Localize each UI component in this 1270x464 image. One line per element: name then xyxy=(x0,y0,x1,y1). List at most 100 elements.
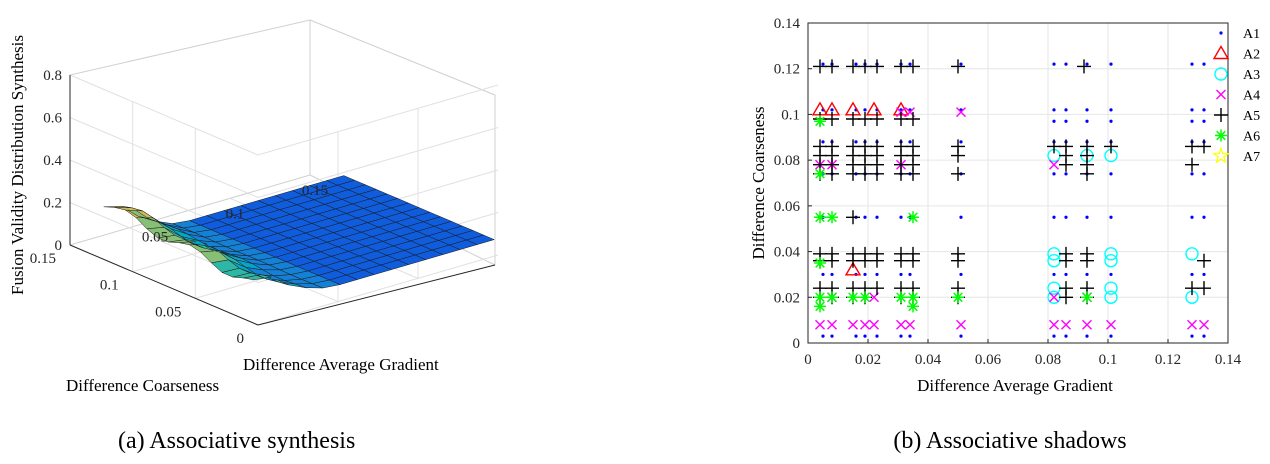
point-a5 xyxy=(1059,157,1073,172)
point-a4 xyxy=(1049,292,1059,303)
point-a4 xyxy=(1061,319,1071,330)
x-tick-label-3d: 0.05 xyxy=(142,230,168,246)
point-a4 xyxy=(905,319,915,330)
x-tick-label: 0 xyxy=(804,352,812,368)
point-a1 xyxy=(821,62,825,66)
point-a6 xyxy=(814,167,826,180)
point-a5 xyxy=(825,59,839,74)
point-a6 xyxy=(814,257,826,269)
point-a1 xyxy=(875,334,879,338)
legend: A1 A2 A3 A4 A5 A6 A7 xyxy=(1212,27,1260,165)
point-a1 xyxy=(959,140,963,144)
point-a5 xyxy=(1077,59,1091,74)
point-a1 xyxy=(1052,108,1056,112)
point-a5 xyxy=(825,166,839,181)
point-a5 xyxy=(825,112,839,126)
point-a4 xyxy=(1082,319,1092,330)
legend-label-a2: A2 xyxy=(1243,48,1260,63)
point-a1 xyxy=(1190,215,1194,219)
point-a1 xyxy=(899,272,903,277)
point-a1 xyxy=(908,334,912,338)
x-tick-label-3d: 0.15 xyxy=(302,183,328,199)
point-a5 xyxy=(846,210,860,225)
point-a4 xyxy=(827,319,837,330)
point-a5 xyxy=(858,253,872,268)
point-a5 xyxy=(951,166,965,181)
y-tick-label: 0.14 xyxy=(774,16,801,32)
point-a5 xyxy=(1080,166,1094,181)
point-a6 xyxy=(907,291,919,304)
surface-ylabel: Difference Coarseness xyxy=(66,376,219,395)
surface-zlabel: Fusion Validity Distribution Synthesis xyxy=(8,35,27,295)
y-tick-label: 0.04 xyxy=(774,245,801,261)
point-a1 xyxy=(908,272,912,277)
point-a6 xyxy=(907,300,919,313)
point-a5 xyxy=(825,253,839,268)
point-a6 xyxy=(1081,291,1093,304)
point-a2 xyxy=(844,261,862,276)
legend-marker-a6 xyxy=(1215,129,1227,142)
point-a4 xyxy=(860,319,870,330)
point-a1 xyxy=(1190,119,1194,123)
point-a1 xyxy=(1064,334,1068,338)
point-a1 xyxy=(1202,334,1206,338)
point-a5 xyxy=(1197,253,1211,268)
scatter-plot-area xyxy=(808,23,1228,343)
point-a1 xyxy=(1052,215,1056,219)
point-a4 xyxy=(1049,159,1059,170)
point-a1 xyxy=(908,140,912,144)
point-a5 xyxy=(951,253,965,268)
point-a1 xyxy=(821,334,825,338)
point-a5 xyxy=(846,253,860,268)
scatter-xlabel: Difference Average Gradient xyxy=(917,376,1113,395)
point-a4 xyxy=(1199,319,1209,330)
y-tick-label: 0 xyxy=(793,336,801,352)
point-a5 xyxy=(906,166,920,181)
surface-patches xyxy=(103,175,495,289)
point-a1 xyxy=(1202,215,1206,219)
point-a5 xyxy=(906,112,920,126)
point-a4 xyxy=(1049,319,1059,330)
point-a1 xyxy=(1052,334,1056,338)
scatter-ylabel: Difference Coarseness xyxy=(749,106,768,259)
point-a1 xyxy=(1064,62,1068,66)
box-axes xyxy=(69,75,496,326)
legend-marker-a2 xyxy=(1212,45,1230,60)
point-a1 xyxy=(821,140,825,144)
point-a1 xyxy=(875,272,879,277)
point-a5 xyxy=(870,253,884,268)
point-a1 xyxy=(1064,172,1068,176)
point-a5 xyxy=(1185,281,1199,296)
legend-marker-a5 xyxy=(1214,108,1228,122)
y-tick-label-3d: 0.1 xyxy=(100,278,119,294)
point-a1 xyxy=(959,215,963,219)
point-a3 xyxy=(1104,281,1118,295)
point-a5 xyxy=(858,166,872,181)
point-a5 xyxy=(951,59,965,74)
point-a4 xyxy=(1187,319,1197,330)
point-a4 xyxy=(956,107,966,118)
point-a1 xyxy=(1190,334,1194,338)
point-a1 xyxy=(821,272,825,277)
point-a3 xyxy=(1104,254,1118,268)
scatter-axes-box xyxy=(807,22,1229,344)
legend-marker-a4 xyxy=(1216,89,1226,100)
x-tick-label: 0.02 xyxy=(855,352,881,368)
point-a5 xyxy=(846,166,860,181)
point-a1 xyxy=(1190,272,1194,277)
legend-label-a7: A7 xyxy=(1243,150,1260,165)
point-a1 xyxy=(899,334,903,338)
point-a1 xyxy=(1202,108,1206,112)
point-a5 xyxy=(1104,139,1118,154)
point-a1 xyxy=(1109,272,1113,277)
point-a1 xyxy=(1052,62,1056,66)
caption-a: (a) Associative synthesis xyxy=(118,428,355,454)
y-tick-label: 0.1 xyxy=(781,107,800,123)
point-a6 xyxy=(859,291,871,304)
point-a1 xyxy=(863,215,867,219)
point-a6 xyxy=(952,291,964,304)
surface-plot: 0 0.2 0.4 0.6 0.8 0 0.05 0.1 0.15 0.05 0.1 0.15 Fus… xyxy=(8,19,499,454)
point-a1 xyxy=(899,215,903,219)
z-tick-label: 0.4 xyxy=(43,153,62,169)
